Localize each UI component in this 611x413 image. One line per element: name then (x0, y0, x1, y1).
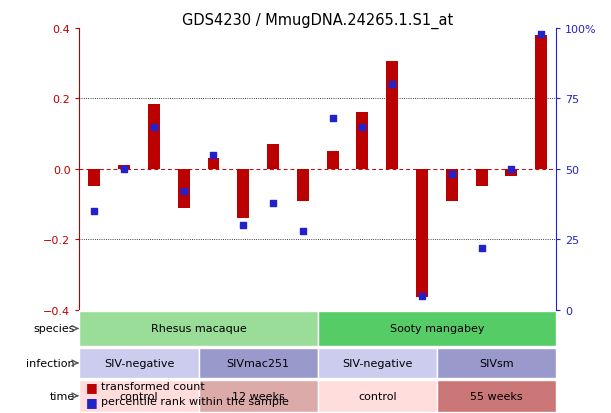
Bar (208, 159, 219, 169)
Point (149, 124, 159, 131)
Bar (437, 348, 556, 378)
Text: ■: ■ (86, 395, 97, 408)
Text: Sooty mangabey: Sooty mangabey (390, 324, 484, 334)
Bar (505, 169, 518, 176)
Text: Rhesus macaque: Rhesus macaque (151, 324, 246, 334)
Point (268, 200, 278, 206)
Point (298, 228, 308, 235)
Text: percentile rank within the sample: percentile rank within the sample (101, 396, 288, 406)
Bar (327, 152, 338, 169)
Bar (437, 380, 556, 412)
Text: 55 weeks: 55 weeks (470, 391, 523, 401)
Text: 12 weeks: 12 weeks (232, 391, 285, 401)
Text: infection: infection (26, 358, 75, 368)
Bar (237, 169, 249, 218)
Bar (79, 311, 318, 346)
Text: SIVmac251: SIVmac251 (227, 358, 290, 368)
Point (536, 31, 546, 38)
Bar (318, 311, 556, 346)
Title: GDS4230 / MmugDNA.24265.1.S1_at: GDS4230 / MmugDNA.24265.1.S1_at (182, 13, 453, 29)
Point (208, 152, 218, 159)
Text: SIV-negative: SIV-negative (342, 358, 412, 368)
Point (119, 166, 129, 173)
Bar (199, 348, 318, 378)
Point (238, 222, 248, 229)
Text: control: control (358, 391, 397, 401)
Bar (89, 169, 100, 187)
Point (417, 292, 427, 299)
Bar (416, 169, 428, 298)
Bar (79, 380, 199, 412)
Point (357, 124, 367, 131)
Bar (386, 62, 398, 169)
Text: time: time (49, 391, 75, 401)
Text: SIVsm: SIVsm (479, 358, 514, 368)
Point (447, 172, 456, 178)
Bar (118, 166, 130, 169)
Bar (535, 36, 547, 169)
Text: control: control (120, 391, 158, 401)
Bar (148, 104, 160, 169)
Text: species: species (33, 324, 75, 334)
Point (179, 189, 189, 195)
Bar (178, 169, 189, 208)
Bar (79, 348, 199, 378)
Point (477, 245, 486, 252)
Bar (199, 380, 318, 412)
Bar (267, 145, 279, 169)
Text: transformed count: transformed count (101, 381, 205, 391)
Bar (356, 113, 368, 169)
Point (387, 82, 397, 88)
Point (327, 116, 337, 122)
Bar (297, 169, 309, 201)
Point (507, 166, 516, 173)
Bar (475, 169, 488, 187)
Bar (446, 169, 458, 201)
Text: SIV-negative: SIV-negative (104, 358, 174, 368)
Bar (318, 380, 437, 412)
Text: ■: ■ (86, 380, 97, 393)
Bar (318, 348, 437, 378)
Point (89, 208, 99, 215)
